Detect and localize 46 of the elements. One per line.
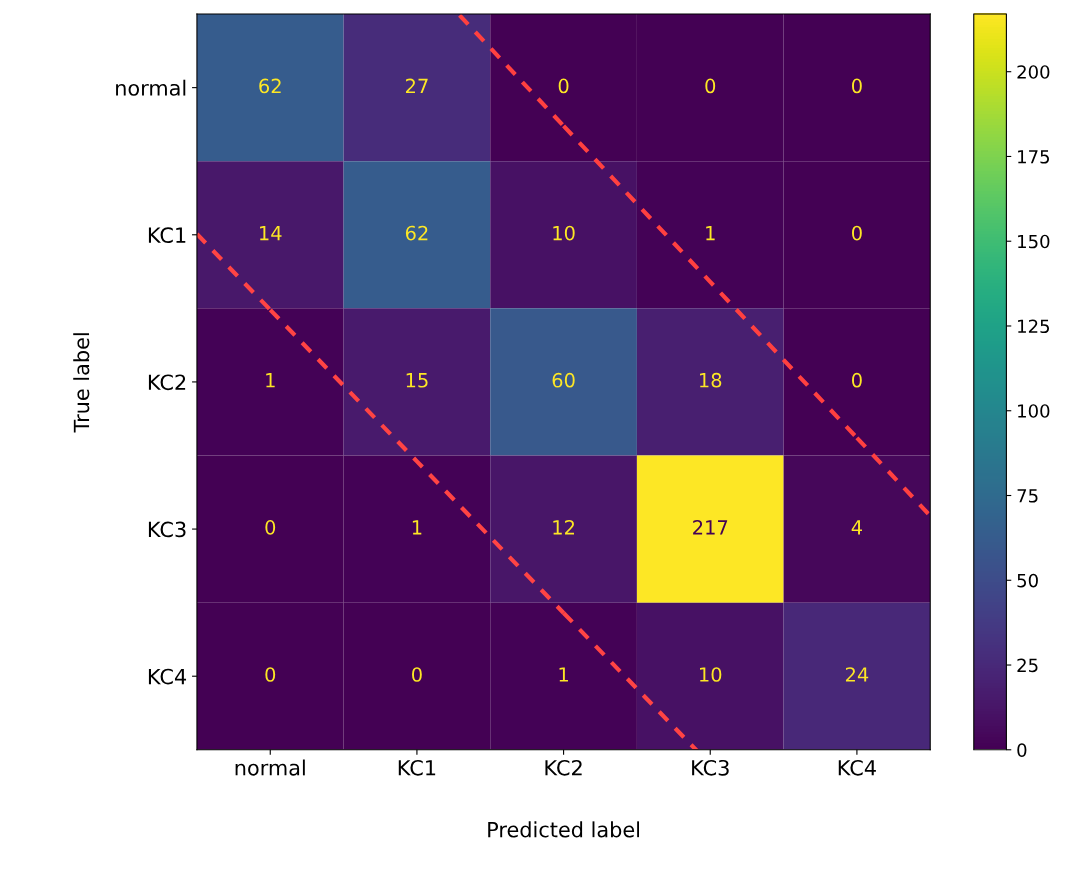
data-label: 0 <box>705 78 716 94</box>
color-bar-label: 200 <box>1017 65 1050 79</box>
color-bar-label: 75 <box>1017 489 1038 503</box>
data-label: 1 <box>266 373 275 388</box>
x-tick-label: KC3 <box>692 759 729 776</box>
data-label: 14 <box>260 225 282 241</box>
y-axis-title: True label <box>73 333 90 433</box>
data-label: 0 <box>852 78 862 94</box>
color-bar-label: 175 <box>1018 150 1050 164</box>
data-label: 4 <box>851 520 862 535</box>
x-axis-title: Predicted label <box>488 821 640 838</box>
data-label: 0 <box>265 667 276 682</box>
color-bar-label: 25 <box>1017 658 1038 673</box>
data-label: 1 <box>559 667 568 682</box>
color-bar-label: 150 <box>1018 234 1050 249</box>
data-label: 217 <box>693 520 728 535</box>
data-label: 1 <box>706 225 715 241</box>
data-label: 60 <box>552 372 575 388</box>
x-tick-label: KC4 <box>838 759 876 776</box>
data-label: 27 <box>405 78 428 93</box>
data-label: 62 <box>405 225 428 241</box>
data-label: 10 <box>700 667 722 682</box>
x-tick-label: KC2 <box>545 759 582 776</box>
x-tick-label: normal <box>235 759 305 776</box>
x-tick-label: KC1 <box>398 759 436 776</box>
y-tick-label: KC4 <box>148 668 187 685</box>
color-bar-label: 0 <box>1017 743 1027 757</box>
data-label: 1 <box>412 520 422 535</box>
y-tick-label: normal <box>116 79 186 96</box>
y-tick-label: KC1 <box>148 227 186 243</box>
data-label: 0 <box>412 667 422 682</box>
data-label: 12 <box>553 520 575 535</box>
data-label: 0 <box>558 78 569 94</box>
y-tick-label: KC2 <box>148 374 186 391</box>
data-label: 0 <box>852 372 862 388</box>
y-tick-label: KC3 <box>148 521 186 538</box>
data-label: 10 <box>553 225 575 241</box>
color-bar-label: 100 <box>1018 404 1050 418</box>
data-label: 18 <box>700 372 722 388</box>
data-label: 24 <box>845 667 869 682</box>
color-bar-label: 50 <box>1017 573 1038 588</box>
data-label: 0 <box>265 520 276 535</box>
data-label: 0 <box>852 225 862 241</box>
color-bar-label: 125 <box>1018 319 1050 334</box>
data-label: 15 <box>406 373 428 388</box>
data-label: 62 <box>259 78 281 94</box>
